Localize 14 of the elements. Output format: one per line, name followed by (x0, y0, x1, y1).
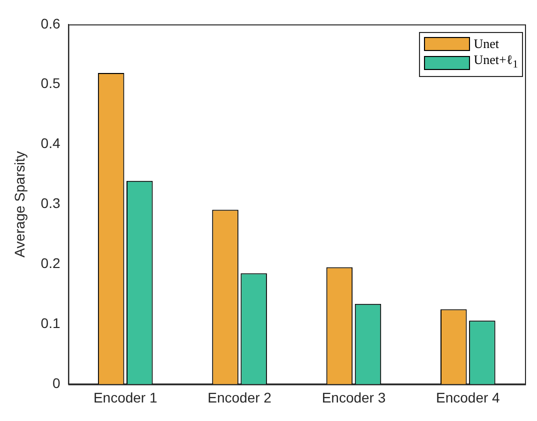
y-tick-label: 0.1 (40, 315, 60, 332)
y-tick-label: 0.3 (40, 195, 60, 212)
y-tick-label: 0.5 (40, 75, 60, 92)
y-tick-label: 0.2 (40, 255, 60, 272)
y-tick-label: 0.4 (40, 135, 60, 152)
x-tick-label: Encoder 2 (208, 389, 272, 406)
legend-label: Unet (474, 36, 500, 52)
y-tick-label: 0.6 (40, 15, 60, 32)
legend-label: Unet+ℓ$_{1}$ (474, 52, 518, 73)
x-tick-label: Encoder 3 (322, 389, 386, 406)
y-tick-label: 0 (52, 375, 60, 392)
x-tick-label: Encoder 4 (436, 389, 500, 406)
y-axis-title: Average Sparsity (11, 151, 28, 258)
x-tick-label: Encoder 1 (93, 389, 158, 406)
